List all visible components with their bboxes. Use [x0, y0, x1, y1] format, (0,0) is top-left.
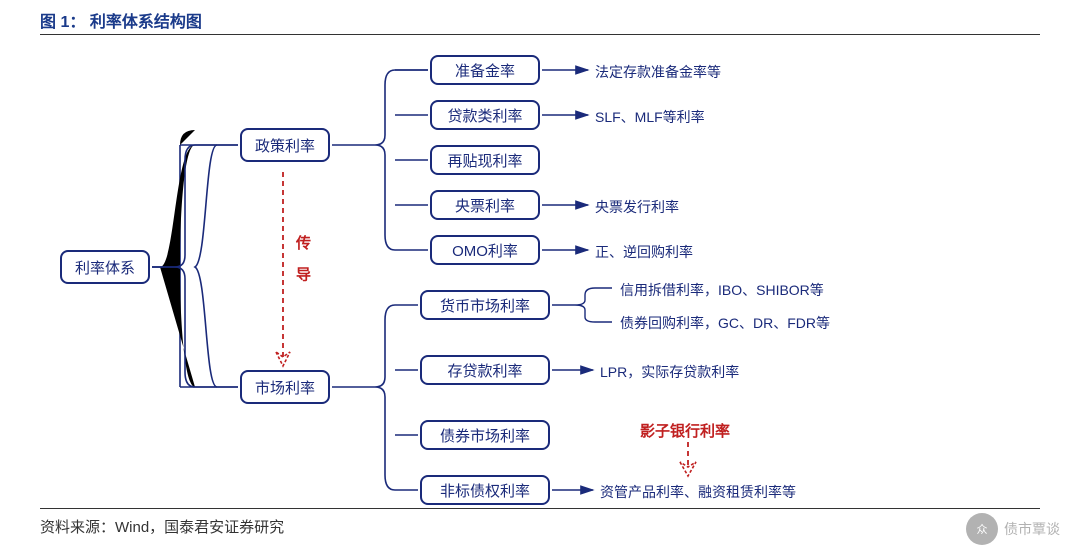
desc-reserve-ratio: 法定存款准备金率等 [595, 62, 721, 82]
title-divider [40, 34, 1040, 35]
desc-loan-rate: SLF、MLF等利率 [595, 107, 705, 127]
node-policy-rate: 政策利率 [240, 128, 330, 162]
node-reserve-ratio: 准备金率 [430, 55, 540, 85]
node-rediscount-rate: 再贴现利率 [430, 145, 540, 175]
node-nonstandard-rate: 非标债权利率 [420, 475, 550, 505]
desc-deposit-loan-rate: LPR，实际存贷款利率 [600, 362, 739, 382]
node-bond-market-rate: 债券市场利率 [420, 420, 550, 450]
watermark-icon: 众 [966, 513, 998, 545]
watermark-text: 债市覃谈 [1004, 519, 1060, 539]
node-money-market-rate: 货币市场利率 [420, 290, 550, 320]
node-market-rate: 市场利率 [240, 370, 330, 404]
node-loan-rate: 贷款类利率 [430, 100, 540, 130]
desc-cb-bill-rate: 央票发行利率 [595, 197, 679, 217]
desc-money-market-2: 债券回购利率，GC、DR、FDR等 [620, 313, 830, 333]
node-cb-bill-rate: 央票利率 [430, 190, 540, 220]
transmit-label: 传 导 [292, 235, 313, 287]
connector-layer [0, 0, 1080, 557]
source-text: 资料来源：Wind，国泰君安证券研究 [40, 516, 284, 537]
watermark: 众 债市覃谈 [966, 513, 1060, 545]
node-deposit-loan-rate: 存贷款利率 [420, 355, 550, 385]
desc-money-market-1: 信用拆借利率，IBO、SHIBOR等 [620, 280, 824, 300]
node-root: 利率体系 [60, 250, 150, 284]
figure-label: 图 1： [40, 14, 85, 31]
desc-nonstandard-rate: 资管产品利率、融资租赁利率等 [600, 482, 796, 502]
node-omo-rate: OMO利率 [430, 235, 540, 265]
desc-omo-rate: 正、逆回购利率 [595, 242, 693, 262]
figure-title: 利率体系结构图 [90, 14, 202, 31]
shadow-bank-label: 影子银行利率 [640, 420, 730, 441]
footer-divider [40, 508, 1040, 509]
